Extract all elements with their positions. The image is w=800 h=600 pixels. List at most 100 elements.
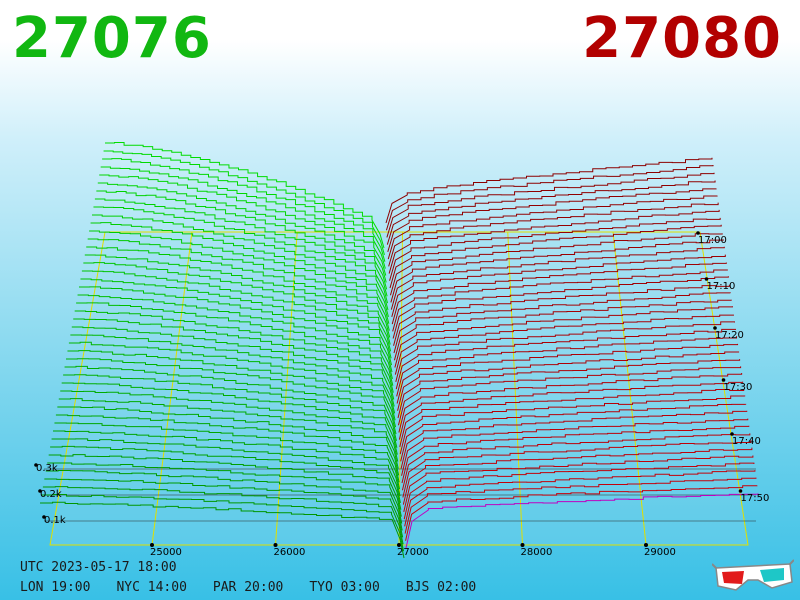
- bid-depth-curve: [71, 326, 395, 407]
- depth-tick-dot: [42, 515, 46, 519]
- bid-depth-curve: [83, 262, 392, 352]
- ask-depth-curve: [401, 433, 751, 491]
- ask-depth-curve: [400, 403, 747, 462]
- ask-depth-curve: [395, 328, 737, 390]
- bid-depth-curve: [97, 182, 387, 283]
- ask-depth-curve: [396, 336, 738, 397]
- bid-depth-curve: [61, 382, 398, 455]
- ask-depth-curve: [393, 292, 731, 354]
- ask-depth-curve: [391, 262, 727, 325]
- bid-depth-curve: [48, 454, 402, 517]
- ask-depth-curve: [392, 276, 729, 339]
- ask-depth-curve: [390, 239, 724, 303]
- ask-depth-curve: [393, 284, 730, 346]
- clock-lon: LON 19:00: [20, 580, 91, 595]
- price-tick-label: 28000: [521, 547, 553, 558]
- ask-depth-curve: [403, 462, 755, 520]
- depth-tick-label: 0.2k: [40, 489, 62, 500]
- clock-tyo: TYO 03:00: [309, 580, 380, 595]
- bid-depth-curve: [90, 222, 389, 318]
- ask-depth-curve: [389, 233, 723, 296]
- bid-depth-curve: [51, 438, 401, 503]
- ask-depth-curve: [404, 470, 756, 527]
- bid-depth-curve: [63, 374, 398, 448]
- ask-depth-curve: [399, 388, 745, 448]
- bid-depth-curve: [53, 430, 401, 497]
- price-gridline: [151, 231, 193, 546]
- time-tick-dot: [704, 277, 709, 281]
- bid-depth-curve: [45, 470, 403, 531]
- price-tick-dot: [644, 543, 648, 547]
- ask-depth-curve: [398, 381, 744, 440]
- bid-depth-curve: [102, 158, 386, 262]
- ask-depth-curve: [385, 157, 713, 224]
- bid-depth-curve: [73, 318, 395, 400]
- ask-depth-curve: [398, 372, 743, 433]
- bid-depth-curve: [79, 286, 393, 373]
- ask-depth-curve: [392, 269, 728, 332]
- bid-depth-curve: [93, 206, 389, 304]
- bid-price: 27076: [12, 6, 212, 71]
- bid-depth-curve: [54, 422, 401, 490]
- bid-depth-curve: [55, 414, 400, 483]
- bid-depth-curve: [42, 486, 404, 545]
- ask-depth-curve: [387, 195, 718, 260]
- ask-depth-curve: [397, 359, 741, 419]
- ask-depth-curve: [401, 418, 749, 476]
- depth-tick-label: 0.1k: [44, 515, 66, 526]
- time-tick-label: 17:50: [741, 493, 770, 504]
- bid-depth-curve: [68, 341, 396, 421]
- ask-depth-curve: [401, 425, 750, 484]
- ask-depth-curve: [402, 439, 752, 498]
- ask-depth-curve: [399, 395, 746, 455]
- bid-depth-curve: [100, 166, 386, 269]
- bid-depth-curve: [41, 493, 405, 552]
- bid-depth-curve: [60, 390, 399, 462]
- bid-depth-curve: [105, 142, 385, 249]
- price-tick-dot: [520, 543, 525, 547]
- 3d-glasses-icon[interactable]: [712, 558, 794, 594]
- ask-depth-curve: [388, 209, 720, 274]
- bid-depth-curve: [44, 478, 404, 538]
- time-tick-dot: [713, 326, 717, 330]
- utc-time: UTC 2023-05-17 18:00: [20, 560, 177, 575]
- bid-depth-curve: [99, 174, 387, 276]
- bid-depth-curve: [57, 406, 400, 476]
- ask-price: 27080: [582, 6, 782, 71]
- bid-depth-curve: [86, 246, 391, 338]
- bid-depth-curve: [58, 398, 399, 469]
- time-tick-dot: [696, 231, 700, 235]
- bid-depth-curve: [81, 270, 392, 359]
- ask-depth-curve: [397, 351, 740, 411]
- time-tick-label: 17:40: [732, 436, 761, 447]
- time-tick-label: 17:30: [724, 382, 753, 393]
- bid-depth-curve: [66, 358, 397, 435]
- bid-depth-curve: [84, 254, 391, 345]
- ask-depth-curve: [397, 366, 742, 426]
- ask-depth-curve: [387, 188, 717, 253]
- ask-depth-curve: [394, 306, 733, 368]
- bid-depth-curve: [92, 214, 389, 311]
- bid-depth-curve: [64, 365, 397, 442]
- clock-par: PAR 20:00: [212, 580, 284, 595]
- bid-depth-curve: [103, 150, 385, 256]
- bid-depth-curve: [77, 294, 393, 380]
- bid-depth-curve: [80, 278, 393, 366]
- depth-tick-dot: [34, 463, 38, 467]
- bid-depth-curve: [47, 462, 403, 524]
- ask-depth-curve: [396, 343, 739, 404]
- bid-depth-curve: [50, 445, 402, 510]
- time-tick-dot: [730, 432, 734, 436]
- clock-bjs: BJS 02:00: [405, 580, 477, 595]
- depth-tick-label: 0.3k: [36, 463, 58, 474]
- price-tick-dot: [273, 543, 278, 547]
- bid-depth-curve: [74, 310, 394, 393]
- time-tick-label: 17:20: [715, 330, 744, 341]
- ask-depth-curve: [400, 410, 748, 469]
- time-tick-label: 17:00: [698, 235, 727, 246]
- ask-depth-curve: [395, 321, 735, 383]
- price-tick-label: 26000: [274, 547, 306, 558]
- bid-depth-curve: [89, 230, 390, 324]
- ask-depth-curve: [391, 254, 726, 318]
